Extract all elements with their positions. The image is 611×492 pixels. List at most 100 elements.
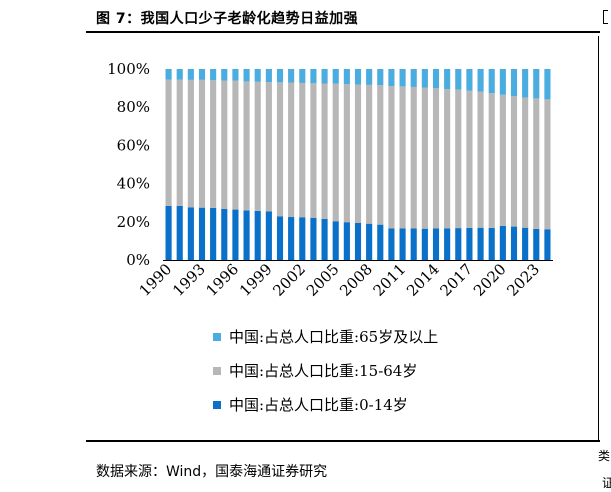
- chart-legend: 中国:占总人口比重:65岁及以上 中国:占总人口比重:15-64岁 中国:占总人…: [213, 328, 438, 430]
- bar-segment-age-15-64: [455, 89, 462, 229]
- legend-swatch-0-14: [213, 400, 221, 409]
- bar-segment-age-15-64: [332, 83, 339, 222]
- bar-segment-age-15-64: [299, 82, 306, 218]
- bar-segment-age-0-14: [299, 217, 306, 260]
- bar-segment-age-65-plus: [210, 69, 217, 81]
- bar-segment-age-0-14: [377, 224, 384, 260]
- bar-segment-age-0-14: [399, 228, 406, 260]
- bar-segment-age-0-14: [221, 209, 228, 260]
- bar-segment-age-0-14: [366, 223, 373, 260]
- y-tick-label: 40%: [117, 175, 150, 193]
- bar-segment-age-65-plus: [165, 69, 172, 80]
- bar-segment-age-0-14: [187, 207, 194, 260]
- bar-segment-age-0-14: [310, 217, 317, 260]
- bar-segment-age-65-plus: [522, 69, 529, 98]
- bar-segment-age-0-14: [265, 211, 272, 260]
- bar-segment-age-65-plus: [455, 69, 462, 90]
- bar-segment-age-15-64: [354, 84, 362, 223]
- x-tick-label: 1993: [169, 260, 209, 300]
- bar-segment-age-15-64: [410, 86, 417, 229]
- bar-segment-age-0-14: [533, 228, 540, 260]
- data-source-note: 数据来源：Wind，国泰海通证券研究: [96, 464, 328, 480]
- adjacent-figure-edge-mark: [603, 10, 608, 24]
- x-tick-label: 1999: [236, 260, 276, 300]
- bar-segment-age-65-plus: [265, 69, 272, 83]
- bar-segment-age-0-14: [432, 228, 440, 260]
- bar-segment-age-65-plus: [276, 69, 284, 83]
- bar-segment-age-0-14: [466, 227, 473, 260]
- x-tick-label: 2020: [470, 260, 510, 300]
- bar-segment-age-65-plus: [533, 69, 540, 99]
- bar-segment-age-0-14: [499, 225, 506, 260]
- bar-segment-age-65-plus: [354, 69, 362, 85]
- bar-segment-age-65-plus: [187, 69, 194, 80]
- bar-segment-age-65-plus: [176, 69, 183, 80]
- bar-segment-age-65-plus: [232, 69, 239, 81]
- x-tick-label: 2014: [403, 260, 443, 300]
- bar-segment-age-0-14: [332, 221, 339, 260]
- bar-segment-age-65-plus: [243, 69, 250, 82]
- bar-segment-age-65-plus: [444, 69, 451, 90]
- title-divider: [86, 31, 600, 33]
- x-tick-label: 1996: [203, 260, 243, 300]
- bar-segment-age-65-plus: [377, 69, 384, 86]
- bar-segment-age-65-plus: [410, 69, 417, 87]
- bar-segment-age-0-14: [455, 228, 462, 260]
- bar-segment-age-65-plus: [198, 69, 206, 80]
- y-tick-label: 20%: [117, 213, 150, 231]
- bar-segment-age-0-14: [488, 227, 495, 260]
- bar-segment-age-15-64: [466, 90, 473, 228]
- bar-segment-age-15-64: [366, 84, 373, 224]
- bar-segment-age-65-plus: [310, 69, 317, 84]
- x-tick-label: 2017: [437, 260, 477, 300]
- bar-segment-age-65-plus: [343, 69, 350, 85]
- panel-bottom-divider: [86, 440, 600, 442]
- legend-item-15-64: 中国:占总人口比重:15-64岁: [213, 362, 438, 380]
- bar-segment-age-65-plus: [544, 69, 551, 100]
- bar-segment-age-65-plus: [432, 69, 440, 89]
- y-tick-label: 100%: [107, 60, 150, 78]
- legend-label-65-plus: 中国:占总人口比重:65岁及以上: [229, 328, 439, 346]
- bar-segment-age-15-64: [533, 98, 540, 229]
- bar-segment-age-15-64: [444, 89, 451, 229]
- bar-segment-age-15-64: [232, 80, 239, 210]
- bar-segment-age-15-64: [399, 86, 406, 229]
- x-tick-label: 2002: [269, 260, 309, 300]
- bar-segment-age-15-64: [477, 91, 484, 228]
- bar-segment-age-0-14: [288, 217, 295, 260]
- bar-segment-age-15-64: [265, 82, 272, 212]
- legend-swatch-65-plus: [213, 332, 221, 341]
- x-tick-label: 2023: [503, 260, 543, 300]
- bar-segment-age-0-14: [343, 222, 350, 260]
- bar-segment-age-0-14: [210, 207, 217, 260]
- x-tick-label: 2008: [336, 260, 376, 300]
- bar-segment-age-0-14: [198, 207, 206, 260]
- bar-segment-age-65-plus: [477, 69, 484, 92]
- bar-segment-age-15-64: [421, 87, 428, 229]
- bar-segment-age-0-14: [388, 228, 395, 260]
- bar-segment-age-15-64: [488, 93, 495, 228]
- bar-segment-age-65-plus: [499, 69, 506, 95]
- bar-segment-age-15-64: [522, 97, 529, 228]
- bar-segment-age-15-64: [321, 83, 328, 219]
- y-tick-label: 60%: [117, 136, 150, 154]
- bar-segment-age-65-plus: [221, 69, 228, 81]
- bar-segment-age-0-14: [321, 218, 328, 260]
- bar-segment-age-15-64: [276, 82, 284, 217]
- bar-segment-age-0-14: [544, 229, 551, 260]
- bar-segment-age-0-14: [354, 222, 362, 260]
- bar-segment-age-65-plus: [366, 69, 373, 85]
- bar-segment-age-0-14: [421, 228, 428, 260]
- x-tick-label: 2011: [370, 260, 410, 300]
- bar-segment-age-15-64: [176, 79, 183, 206]
- bar-segment-age-15-64: [198, 79, 206, 208]
- bar-segment-age-65-plus: [399, 69, 406, 87]
- bar-segment-age-65-plus: [388, 69, 395, 86]
- bar-segment-age-15-64: [343, 84, 350, 223]
- bar-segment-age-0-14: [243, 210, 250, 260]
- y-tick-label: 80%: [117, 98, 150, 116]
- bar-segment-age-65-plus: [332, 69, 339, 84]
- bar-segment-age-0-14: [444, 228, 451, 260]
- bar-segment-age-65-plus: [466, 69, 473, 91]
- bar-segment-age-15-64: [510, 96, 518, 227]
